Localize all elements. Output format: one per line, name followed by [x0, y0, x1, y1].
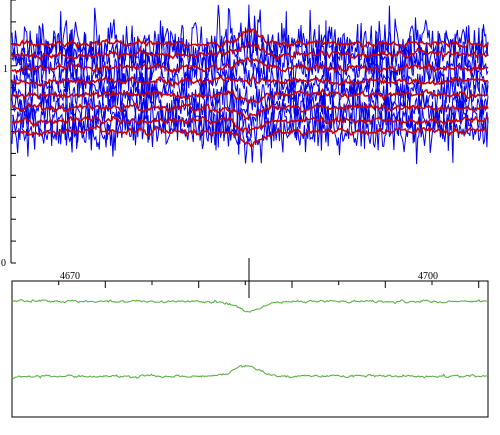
green-profile-line [11, 299, 489, 313]
red-spectrum-line [11, 115, 489, 135]
red-spectrum-line [11, 56, 489, 76]
y-tick-label-0: 0 [1, 258, 6, 269]
red-spectrum-line [11, 87, 489, 104]
bottom-plot-frame [11, 280, 489, 418]
y-tick-label-1: 1 [3, 64, 8, 75]
top-series-group [11, 4, 489, 165]
blue-spectrum-line [11, 29, 489, 105]
green-profile-line [11, 364, 489, 379]
blue-spectrum-line [11, 78, 489, 132]
top-panel: 1 0 [1, 0, 489, 269]
red-spectrum-line [11, 41, 489, 61]
red-spectrum-line [11, 124, 488, 148]
red-spectrum-line [11, 28, 489, 50]
x-tick-label-4700: 4700 [418, 271, 438, 282]
x-tick-label-4670: 4670 [60, 271, 80, 282]
red-spectrum-line [11, 75, 489, 88]
bottom-x-ticks [11, 281, 480, 288]
bottom-panel: 4670 4700 [11, 258, 489, 418]
bottom-series-group [11, 299, 489, 379]
red-spectrum-line [11, 101, 489, 120]
